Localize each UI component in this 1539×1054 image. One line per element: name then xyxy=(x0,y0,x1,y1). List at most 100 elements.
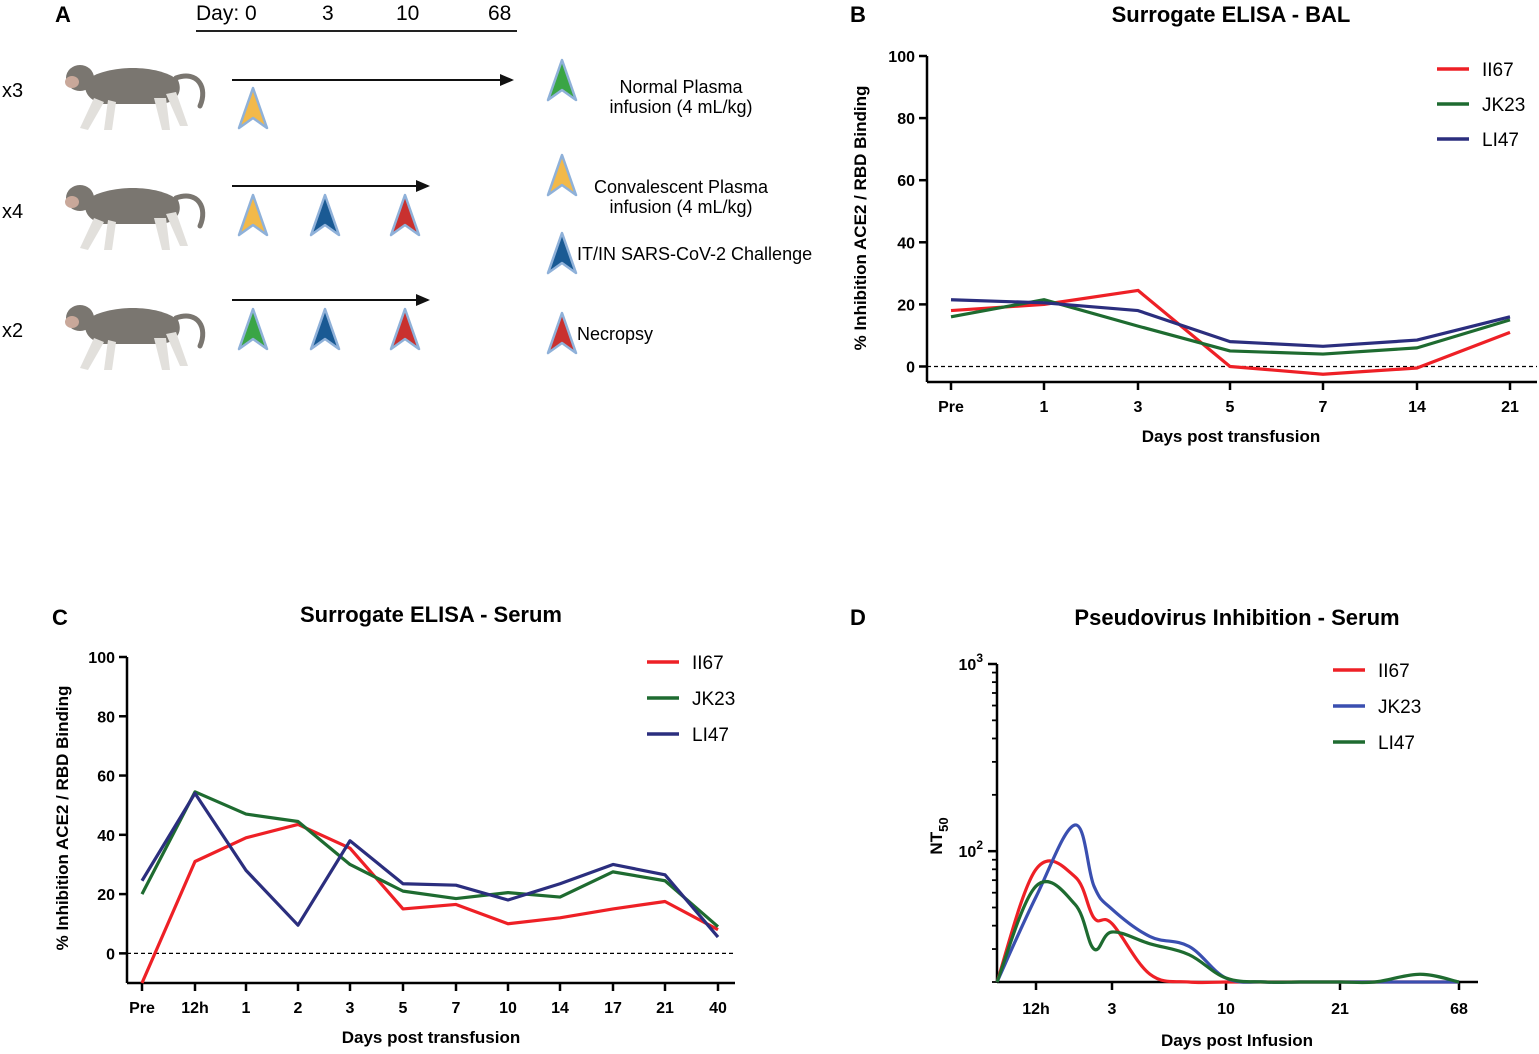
marker-green-arrow-row3 xyxy=(237,307,269,351)
chart-d-title: Pseudovirus Inhibition - Serum xyxy=(1074,605,1399,630)
chart-b-ytick-label-20: 20 xyxy=(897,297,915,314)
chart-c-legend-label-II67: II67 xyxy=(692,653,724,674)
legend-blue-arrow xyxy=(546,231,578,275)
chart-d-series-II67-line xyxy=(995,859,1459,985)
day-header-10: 10 xyxy=(396,2,419,25)
chart-d-y-axis-label: NT50 xyxy=(927,817,951,854)
chart-c-xtick-label-7: 7 xyxy=(452,1000,461,1017)
chart-c-x-axis-label: Days post transfusion xyxy=(342,1028,521,1047)
monkey-icon xyxy=(65,65,206,130)
chart-c-ytick-label-0: 0 xyxy=(106,946,115,963)
chart-b-y-axis-label: % Inhibition ACE2 / RBD Binding xyxy=(851,86,870,351)
chart-c-ytick-label-80: 80 xyxy=(97,709,115,726)
chart-b-ytick-label-0: 0 xyxy=(906,359,915,376)
chart-c-xtick-label-40: 40 xyxy=(709,1000,727,1017)
legend-yellow-arrow xyxy=(546,153,578,197)
chart-b-xtick-label-21: 21 xyxy=(1501,399,1519,416)
chart-d-legend-label-LI47: LI47 xyxy=(1378,733,1415,754)
chart-c-xtick-label-17: 17 xyxy=(604,1000,622,1017)
day-header-68: 68 xyxy=(488,2,511,25)
marker-blue-arrow-row3 xyxy=(309,307,341,351)
chart-b: Surrogate ELISA - BAL 0 20 40 60 80 100 Pre 1 3 5 7… xyxy=(851,2,1537,446)
chart-c-ytick-label-100: 100 xyxy=(88,650,115,667)
day-header-3: 3 xyxy=(322,2,334,25)
chart-c-xtick-label-12h: 12h xyxy=(181,1000,209,1017)
marker-blue-arrow-row2 xyxy=(309,193,341,237)
chart-d-legend-label-JK23: JK23 xyxy=(1378,697,1421,718)
legend-red-arrow xyxy=(546,311,578,355)
chart-c-xtick-label-1: 1 xyxy=(242,1000,251,1017)
legend-text-0-line1: Normal Plasma xyxy=(619,77,743,97)
chart-d-legend-label-II67: II67 xyxy=(1378,661,1410,682)
chart-d-xtick-label-21: 21 xyxy=(1331,1001,1349,1018)
legend-text-0-line2: infusion (4 mL/kg) xyxy=(609,97,752,117)
marker-yellow-arrow-row1 xyxy=(237,86,269,130)
chart-c-series-II67-line xyxy=(140,822,719,984)
chart-c-series-LI47-line xyxy=(140,791,720,939)
chart-c-y-axis-label: % Inhibition ACE2 / RBD Binding xyxy=(53,686,72,951)
chart-c-ytick-label-60: 60 xyxy=(97,769,115,786)
chart-b-xtick-label-3: 3 xyxy=(1134,399,1143,416)
chart-b-xtick-label-7: 7 xyxy=(1319,399,1328,416)
panel-a-label: A xyxy=(55,2,71,27)
chart-c-xtick-label-10: 10 xyxy=(499,1000,517,1017)
chart-c-legend-label-JK23: JK23 xyxy=(692,689,735,710)
panel-a-schematic: A Day: 0 3 10 68 x3 x4 x2 Normal Plasmai… xyxy=(2,2,812,370)
chart-d-series-LI47-line xyxy=(995,879,1460,985)
chart-b-legend-label-II67: II67 xyxy=(1482,60,1514,81)
marker-yellow-arrow-row2 xyxy=(237,193,269,237)
chart-b-xtick-label-Pre: Pre xyxy=(938,399,964,416)
marker-red-arrow-row2 xyxy=(389,193,421,237)
chart-b-ytick-label-60: 60 xyxy=(897,173,915,190)
chart-c-series-JK23-line xyxy=(140,790,720,928)
legend-text-1-line2: infusion (4 mL/kg) xyxy=(609,197,752,217)
panel-c-label: C xyxy=(52,605,68,630)
chart-c-ytick-label-40: 40 xyxy=(97,828,115,845)
chart-d-ytick-label-1e2: 102 xyxy=(959,838,984,861)
chart-b-series-LI47-line xyxy=(950,298,1511,348)
chart-b-title: Surrogate ELISA - BAL xyxy=(1112,2,1351,27)
chart-b-xtick-label-14: 14 xyxy=(1408,399,1426,416)
chart-d: Pseudovirus Inhibition - Serum 102 103 12h 3… xyxy=(927,605,1478,1050)
chart-d-series-JK23-line xyxy=(995,823,1459,984)
chart-b-x-axis-label: Days post transfusion xyxy=(1142,427,1321,446)
chart-b-series-JK23-line xyxy=(950,298,1511,356)
chart-c-xtick-label-Pre: Pre xyxy=(129,1000,155,1017)
day-header-0: Day: 0 xyxy=(196,2,257,25)
chart-c-legend-label-LI47: LI47 xyxy=(692,725,729,746)
legend-text-1-line1: Convalescent Plasma xyxy=(594,177,769,197)
monkey-icon xyxy=(65,305,206,370)
chart-d-xtick-label-12h: 12h xyxy=(1022,1001,1050,1018)
chart-c-xtick-label-21: 21 xyxy=(656,1000,674,1017)
chart-d-x-axis-label: Days post Infusion xyxy=(1161,1031,1313,1050)
chart-b-xtick-label-5: 5 xyxy=(1226,399,1235,416)
group-count-2: x4 xyxy=(2,201,23,223)
chart-c-ytick-label-20: 20 xyxy=(97,887,115,904)
chart-c-xtick-label-2: 2 xyxy=(294,1000,303,1017)
chart-b-ytick-label-40: 40 xyxy=(897,235,915,252)
chart-b-legend-label-JK23: JK23 xyxy=(1482,95,1525,116)
panel-b-label: B xyxy=(850,2,866,27)
chart-b-legend-label-LI47: LI47 xyxy=(1482,130,1519,151)
panel-d-label: D xyxy=(850,605,866,630)
chart-c-xtick-label-3: 3 xyxy=(346,1000,355,1017)
chart-d-xtick-label-3: 3 xyxy=(1108,1001,1117,1018)
legend-text-3: Necropsy xyxy=(577,324,653,344)
chart-d-xtick-label-10: 10 xyxy=(1217,1001,1235,1018)
chart-c-xtick-label-14: 14 xyxy=(551,1000,569,1017)
marker-red-arrow-row3 xyxy=(389,307,421,351)
chart-c-xtick-label-5: 5 xyxy=(399,1000,408,1017)
monkey-icon xyxy=(65,185,206,250)
chart-b-xtick-label-1: 1 xyxy=(1040,399,1049,416)
group-count-3: x2 xyxy=(2,320,23,342)
chart-d-ytick-label-1e3: 103 xyxy=(959,651,984,674)
legend-green-arrow xyxy=(546,58,578,102)
chart-d-xtick-label-68: 68 xyxy=(1450,1001,1468,1018)
chart-b-ytick-label-80: 80 xyxy=(897,111,915,128)
chart-b-ytick-label-100: 100 xyxy=(888,49,915,66)
legend-text-2: IT/IN SARS-CoV-2 Challenge xyxy=(577,244,812,264)
chart-c-title: Surrogate ELISA - Serum xyxy=(300,602,562,627)
group-count-1: x3 xyxy=(2,80,23,102)
